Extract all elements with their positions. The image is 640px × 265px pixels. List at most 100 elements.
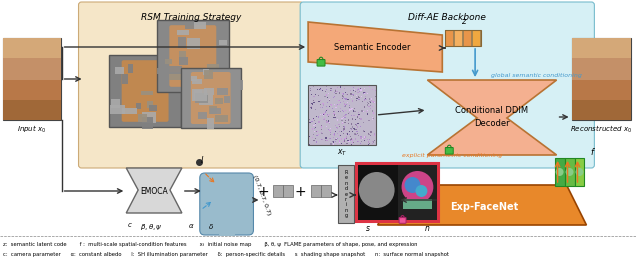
Bar (358, 114, 359, 116)
Bar (360, 138, 362, 139)
Bar (364, 100, 365, 101)
Text: Input $x_0$: Input $x_0$ (17, 124, 47, 135)
Bar (321, 185, 331, 197)
Circle shape (401, 171, 433, 203)
Bar (555, 158, 564, 186)
Circle shape (359, 172, 395, 208)
Bar (344, 88, 345, 90)
Bar (341, 118, 342, 119)
Bar (322, 114, 323, 116)
Bar (351, 139, 352, 140)
Bar (364, 99, 365, 100)
Text: n: n (425, 224, 430, 233)
Bar (316, 135, 317, 136)
Bar (336, 138, 337, 139)
Bar (346, 99, 348, 100)
Bar (326, 89, 327, 90)
Bar (328, 120, 329, 122)
Bar (337, 132, 338, 134)
Bar (322, 114, 323, 115)
Bar (337, 127, 338, 129)
Bar (335, 141, 336, 142)
Bar (340, 89, 341, 90)
Bar (326, 140, 328, 141)
Bar (321, 126, 323, 127)
Bar (312, 128, 314, 130)
Bar (372, 89, 373, 90)
Text: Conditional DDIM
Decoder: Conditional DDIM Decoder (456, 106, 529, 128)
Bar (169, 72, 182, 80)
Bar (351, 138, 352, 140)
Bar (314, 131, 316, 132)
Bar (373, 112, 374, 114)
Bar (342, 122, 343, 124)
Bar (353, 110, 354, 112)
Text: $\alpha$: $\alpha$ (188, 222, 194, 230)
Bar (350, 90, 351, 91)
Bar (320, 89, 321, 90)
Bar (326, 97, 328, 98)
Circle shape (566, 168, 573, 176)
Bar (157, 20, 228, 92)
Bar (316, 142, 317, 143)
Bar (351, 115, 353, 116)
Bar (323, 115, 324, 116)
Text: +: + (294, 185, 306, 199)
Bar (351, 129, 352, 130)
Bar (127, 64, 133, 73)
Bar (353, 115, 355, 116)
Bar (353, 87, 354, 88)
Bar (330, 138, 331, 139)
Bar (325, 137, 326, 139)
Bar (309, 122, 310, 123)
Bar (362, 138, 363, 139)
Bar (356, 124, 357, 125)
Bar (358, 141, 359, 142)
Bar (138, 114, 147, 122)
Bar (372, 141, 374, 142)
Bar (223, 96, 230, 103)
Bar (315, 127, 316, 128)
Text: z:  semantic latent code        f :  multi-scale spatial-condition features     : z: semantic latent code f : multi-scale … (3, 242, 417, 247)
Bar (374, 90, 376, 91)
Bar (335, 139, 337, 140)
Bar (355, 91, 356, 92)
Bar (360, 118, 362, 120)
Text: Semantic Encoder: Semantic Encoder (335, 43, 411, 52)
Bar (371, 100, 372, 101)
Bar (325, 140, 326, 141)
Bar (369, 101, 371, 102)
Bar (329, 138, 330, 139)
Bar (315, 94, 316, 95)
Bar (342, 98, 343, 99)
Bar (315, 123, 316, 124)
Bar (337, 104, 338, 105)
FancyBboxPatch shape (300, 2, 595, 168)
Bar (323, 114, 324, 116)
Bar (336, 127, 337, 128)
Bar (320, 88, 321, 89)
Bar (350, 128, 351, 129)
Bar (339, 104, 340, 105)
Text: $\delta$: $\delta$ (208, 222, 214, 231)
Bar (311, 106, 312, 107)
FancyBboxPatch shape (3, 38, 61, 120)
Bar (344, 105, 346, 107)
Bar (350, 140, 351, 142)
Bar (205, 82, 218, 90)
Bar (368, 144, 369, 145)
Bar (179, 51, 186, 60)
Bar (445, 30, 481, 46)
Text: (0.7, 0.7, 0.7): (0.7, 0.7, 0.7) (252, 174, 271, 216)
Bar (312, 137, 313, 138)
Bar (360, 136, 362, 137)
Bar (346, 136, 348, 138)
Bar (345, 98, 346, 100)
Bar (372, 143, 373, 144)
Bar (149, 105, 157, 111)
Bar (168, 78, 180, 88)
Circle shape (404, 177, 420, 193)
Bar (323, 113, 324, 114)
Bar (195, 70, 202, 77)
Bar (335, 115, 337, 116)
